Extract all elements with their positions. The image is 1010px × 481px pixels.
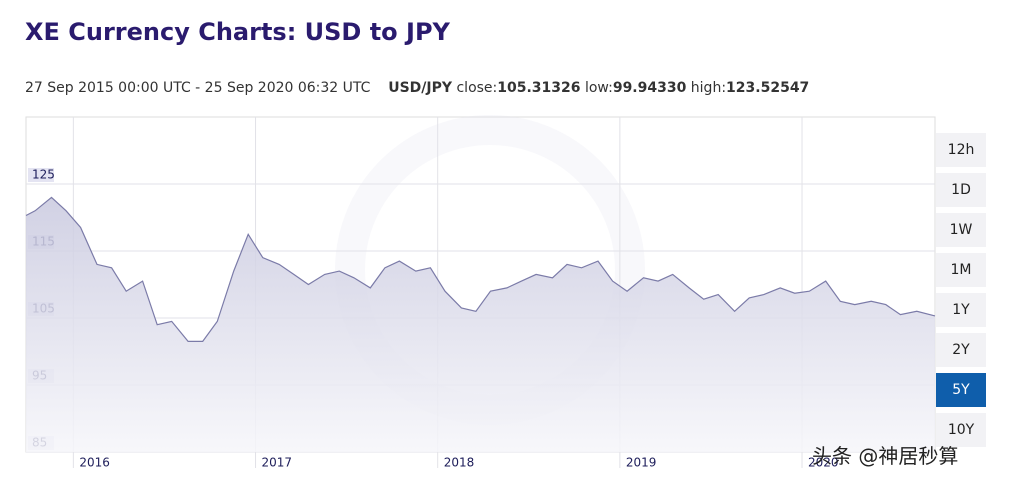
range-button[interactable]: 2Y xyxy=(936,333,986,367)
range-button[interactable]: 1Y xyxy=(936,293,986,327)
line xyxy=(25,196,936,342)
stat-value: 123.52547 xyxy=(726,80,810,96)
x-tick-label: 2020 xyxy=(808,456,839,470)
range-button[interactable]: 1D xyxy=(936,173,986,207)
y-tick-bg xyxy=(28,168,54,182)
area xyxy=(26,197,935,452)
pair: USD/JPY xyxy=(388,80,453,96)
range-button[interactable]: 1W xyxy=(936,213,986,247)
stat-value: 105.31326 xyxy=(497,80,581,96)
stat-label: close: xyxy=(456,80,498,96)
stat-value: 99.94330 xyxy=(612,80,687,96)
watermark: 头条 @神居秒算 xyxy=(812,444,959,468)
range-button[interactable]: 5Y xyxy=(936,373,986,407)
title: XE Currency Charts: USD to JPY xyxy=(25,18,450,46)
x-tick-label: 2017 xyxy=(262,456,293,470)
period: 27 Sep 2015 00:00 UTC - 25 Sep 2020 06:3… xyxy=(25,80,371,96)
range-button[interactable]: 1M xyxy=(936,253,986,287)
x-tick-label: 2019 xyxy=(626,456,657,470)
x-tick-label: 2018 xyxy=(444,456,475,470)
stat-label: low: xyxy=(584,80,613,96)
y-tick-label: 125 xyxy=(32,168,55,182)
x-tick-label: 2016 xyxy=(79,456,110,470)
range-button[interactable]: 12h xyxy=(936,133,986,167)
range-button[interactable]: 10Y xyxy=(936,413,986,447)
stats: close:105.31326 low:99.94330 high:123.52… xyxy=(456,80,809,96)
subtitle: 27 Sep 2015 00:00 UTC - 25 Sep 2020 06:3… xyxy=(25,80,809,96)
stat-label: high: xyxy=(690,80,727,96)
